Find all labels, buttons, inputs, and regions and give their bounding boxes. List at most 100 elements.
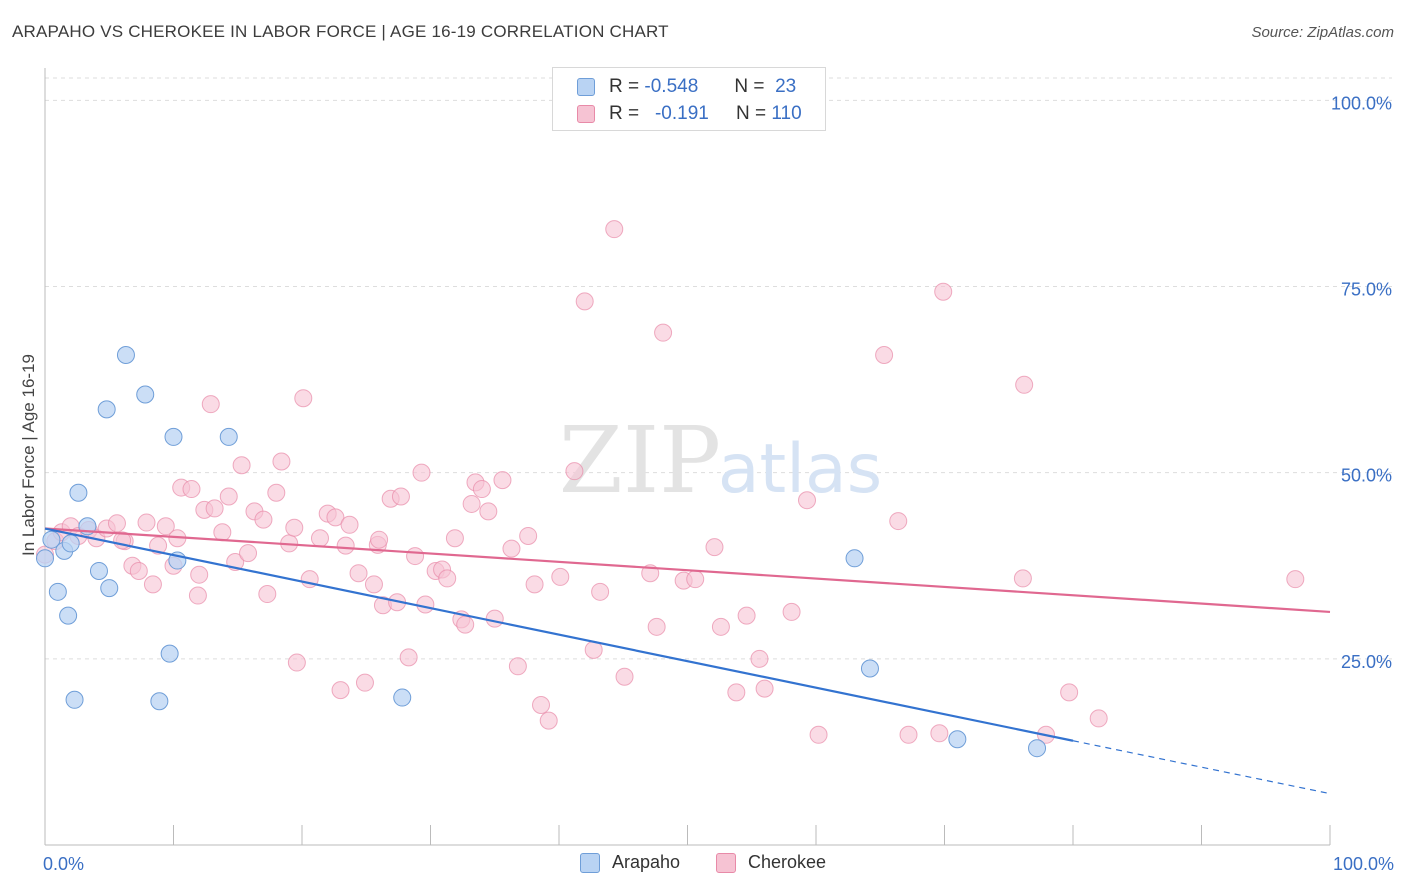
arapaho-point [136,385,155,404]
legend-item-arapaho: Arapaho [579,852,680,873]
cherokee-point [188,586,207,605]
cherokee-point [399,648,418,667]
cherokee-point [267,483,286,502]
n-label: N = [735,103,767,124]
cherokee-point [143,575,162,594]
cherokee-point [416,595,435,614]
cherokee-point [750,649,769,668]
cherokee-point [156,517,175,536]
arapaho-point [61,534,80,553]
cherokee-point [605,220,624,239]
cherokee-point [798,491,817,510]
cherokee-point [1015,375,1034,394]
cherokee-point [285,518,304,537]
cherokee-point [438,569,457,588]
y-tick-label: 25.0% [1341,652,1392,672]
watermark-zip: ZIP [559,407,721,514]
arapaho-point [42,530,61,549]
arapaho-swatch [577,78,595,96]
arapaho-point [219,427,238,446]
y-tick-label: 100.0% [1331,93,1392,113]
cherokee-point [272,452,291,471]
r-value: -0.191 [654,103,709,124]
cherokee-point [875,346,894,365]
r-label: R = [609,103,640,124]
legend-label-arapaho: Arapaho [611,852,680,872]
arapaho-point [1028,739,1047,758]
cherokee-point [1089,709,1108,728]
arapaho-point [160,644,179,663]
cherokee-point [182,480,201,499]
legend-item-cherokee: Cherokee [716,852,826,873]
cherokee-point [364,575,383,594]
arapaho-point [860,659,879,678]
cherokee-point [213,523,232,542]
cherokee-legend-swatch [716,852,736,873]
cherokee-point [1013,569,1032,588]
cherokee-point [565,462,584,481]
cherokee-point [349,564,368,583]
cherokee-point [686,570,705,589]
cherokee-point [201,395,220,414]
cherokee-point [519,526,538,545]
axes [44,68,1331,846]
arapaho-point [48,582,67,601]
cherokee-point [331,681,350,700]
watermark: ZIP atlas [559,407,882,514]
arapaho-point [65,690,84,709]
correlation-legend: R = -0.548 N = 23 R = -0.191 N = 110 [552,67,826,131]
cherokee-point [615,667,634,686]
cherokee-point [899,725,918,744]
chart-title: ARAPAHO VS CHEROKEE IN LABOR FORCE | AGE… [12,22,669,41]
arapaho-points [36,346,1047,758]
arapaho-point [845,549,864,568]
series-legend: Arapaho Cherokee [0,852,1406,873]
cherokee-point [532,696,551,715]
cherokee-point [551,567,570,586]
cherokee-point [1286,570,1305,589]
arapaho-point [164,427,183,446]
arapaho-point [100,579,119,598]
cherokee-point [406,547,425,566]
r-value: -0.548 [644,76,699,97]
arapaho-point [69,483,88,502]
cherokee-point [934,282,953,301]
cherokee-point [336,536,355,555]
cherokee-point [310,529,329,548]
y-tick-label: 75.0% [1341,280,1392,300]
y-axis-label: In Labor Force | Age 16-19 [19,354,38,556]
arapaho-point [150,692,169,711]
cherokee-point [1060,683,1079,702]
source-label: Source: ZipAtlas.com [1251,24,1394,41]
cherokee-point [809,725,828,744]
cherokee-point [391,487,410,506]
n-value: 110 [771,103,802,124]
cherokee-point [294,389,313,408]
cherokee-point [326,508,345,527]
cherokee-point [737,606,756,625]
arapaho-point [36,549,54,568]
cherokee-point [508,657,527,676]
cherokee-point [472,480,491,499]
cherokee-point [493,471,512,490]
cherokee-point [525,575,544,594]
x-tick-label-min: 0.0% [43,854,84,874]
arapaho-trend-extension [1072,740,1331,795]
cherokee-point [205,499,224,518]
cherokee-point [502,539,521,558]
cherokee-point [340,515,359,534]
n-value: 23 [775,76,797,97]
cherokee-point [889,512,908,531]
trend-lines [44,527,1331,795]
cherokee-point [705,538,724,557]
cherokee-trend-line [44,527,1331,614]
arapaho-point [393,688,412,707]
legend-row-arapaho: R = -0.548 N = 23 [577,74,796,100]
cherokee-point [575,292,594,311]
cherokee-point [219,487,238,506]
cherokee-point [355,673,374,692]
y-tick-label: 50.0% [1341,466,1392,486]
tick-labels: 25.0% 50.0% 75.0% 100.0% 0.0% 100.0% [43,93,1394,874]
cherokee-point [479,502,498,521]
